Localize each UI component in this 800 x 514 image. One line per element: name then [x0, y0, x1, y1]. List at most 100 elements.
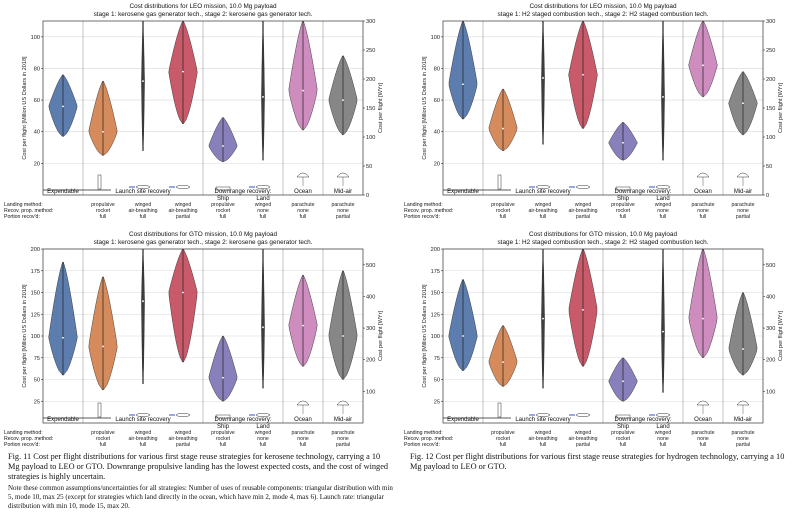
y-tick-label: 175 — [31, 269, 40, 275]
violin-median-3 — [582, 73, 584, 76]
category-label: parachute — [691, 430, 714, 436]
category-label: propulsive — [211, 430, 235, 436]
category-label: full — [100, 214, 107, 220]
category-label: none — [697, 436, 709, 442]
category-label: none — [697, 208, 709, 214]
y-tick-label: 80 — [434, 66, 440, 72]
violin-median-1 — [102, 345, 104, 348]
category-label: full — [300, 442, 307, 448]
group-label: Launch site recovery — [515, 189, 570, 195]
y-tick-label: 40 — [434, 130, 440, 136]
violin-median-5 — [262, 326, 264, 329]
row-label: Landing method: — [404, 430, 443, 436]
violin-median-4 — [222, 376, 224, 379]
y-tick-label: 150 — [431, 291, 440, 297]
category-label: full — [140, 214, 147, 220]
category-label: full — [300, 214, 307, 220]
violin-median-3 — [582, 309, 584, 311]
violin-median-2 — [142, 300, 144, 303]
group-sublabel: Land — [256, 424, 269, 430]
y2-tick-label: 300 — [766, 19, 775, 25]
y2-tick-label: 200 — [766, 358, 775, 364]
category-label: none — [257, 436, 269, 442]
y2-tick-label: 50 — [766, 164, 772, 170]
category-label: air-breathing — [128, 208, 157, 214]
winged-vehicle-icon — [655, 413, 671, 417]
row-label: Recov. prop. method: — [4, 208, 53, 214]
group-sublabel: Land — [656, 196, 669, 202]
group-label: Launch site recovery — [515, 417, 570, 423]
category-label: none — [257, 208, 269, 214]
violin-median-0 — [462, 335, 464, 337]
category-label: partial — [736, 442, 750, 448]
winged-vehicle-icon — [255, 413, 271, 417]
category-label: partial — [576, 442, 590, 448]
category-label: winged — [575, 202, 592, 208]
category-label: air-breathing — [168, 436, 197, 442]
category-label: air-breathing — [568, 208, 597, 214]
y-tick-label: 20 — [434, 161, 440, 167]
y-tick-label: 100 — [31, 334, 40, 340]
violin-median-4 — [222, 145, 224, 147]
winged-vehicle-icon — [175, 413, 191, 417]
group-label: Ocean — [294, 417, 312, 423]
row-label: Recov. prop. method: — [404, 436, 453, 442]
violin-layer — [448, 21, 758, 161]
category-label: winged — [655, 202, 672, 208]
winged-vehicle-icon — [175, 185, 191, 189]
y-axis-label: Cost per flight [Million US Dollars in 2… — [22, 56, 28, 160]
figure-12-caption: Fig. 12 Cost per flight distributions fo… — [410, 452, 785, 471]
winged-vehicle-icon — [575, 185, 591, 189]
violin-median-4 — [622, 141, 624, 144]
category-label: none — [737, 436, 749, 442]
category-label: none — [737, 208, 749, 214]
y2-tick-label: 400 — [366, 294, 375, 300]
category-label: winged — [535, 202, 552, 208]
y-tick-label: 100 — [431, 35, 440, 41]
category-label: full — [540, 442, 547, 448]
violin-median-1 — [502, 127, 504, 130]
y2-tick-label: 250 — [366, 48, 375, 54]
row-label: Landing method: — [4, 202, 43, 208]
category-label: parachute — [731, 202, 754, 208]
category-label: propulsive — [211, 202, 235, 208]
violin-median-7 — [342, 99, 344, 101]
category-label: propulsive — [491, 430, 515, 436]
category-label: rocket — [96, 208, 111, 214]
category-label: full — [620, 442, 627, 448]
category-label: none — [297, 208, 309, 214]
group-label: Expendable — [47, 417, 79, 423]
category-label: air-breathing — [528, 208, 557, 214]
group-label: Downrange recovery: — [214, 417, 271, 423]
category-label: full — [100, 442, 107, 448]
ship-icon — [615, 186, 631, 191]
parachute-icon — [736, 172, 750, 178]
category-label: propulsive — [491, 202, 515, 208]
category-label: none — [337, 436, 349, 442]
category-label: full — [500, 442, 507, 448]
ship-icon — [615, 414, 631, 419]
y-tick-label: 200 — [431, 247, 440, 253]
category-label: air-breathing — [568, 436, 597, 442]
category-label: winged — [575, 430, 592, 436]
category-label: winged — [135, 202, 152, 208]
category-label: winged — [255, 202, 272, 208]
category-label: propulsive — [91, 430, 115, 436]
category-label: none — [657, 436, 669, 442]
y-tick-label: 200 — [31, 247, 40, 253]
category-label: partial — [176, 214, 190, 220]
category-label: rocket — [616, 208, 631, 214]
row-label: Recov. prop. method: — [4, 436, 53, 442]
chart-svg: Cost distributions for LEO mission, 10.0… — [404, 3, 784, 220]
violin-median-4 — [622, 380, 624, 383]
violin-median-7 — [742, 102, 744, 105]
winged-vehicle-icon — [135, 185, 151, 189]
chart-title: Cost distributions for LEO mission, 10.0… — [529, 3, 676, 10]
category-label: winged — [135, 430, 152, 436]
parachute-icon — [696, 172, 710, 178]
y2-tick-label: 400 — [766, 294, 775, 300]
group-label: Launch site recovery — [115, 417, 170, 423]
group-label: Expendable — [447, 189, 479, 195]
y-tick-label: 125 — [31, 312, 40, 318]
category-label: full — [260, 214, 267, 220]
